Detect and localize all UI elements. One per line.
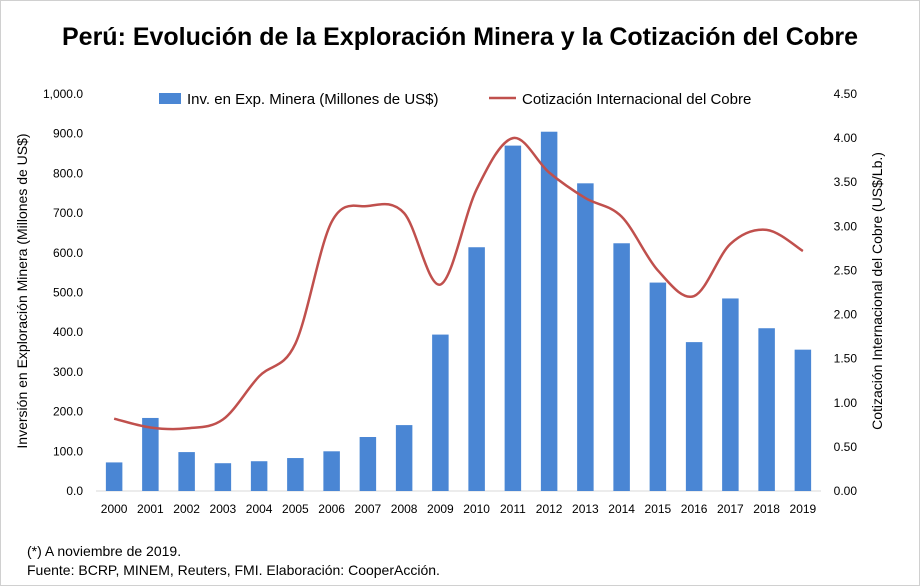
y-axis-title-left: Inversión en Exploración Minera (Millone… [14,133,30,448]
bar [504,145,522,492]
bar [794,349,812,491]
x-tick-label: 2006 [318,502,345,516]
bar [359,437,377,491]
y-tick-label-right: 1.50 [834,352,858,366]
y-tick-label-left: 100.0 [53,444,83,458]
source-note: Fuente: BCRP, MINEM, Reuters, FMI. Elabo… [27,562,440,578]
y-tick-label-left: 600.0 [53,246,83,260]
x-tick-label: 2010 [463,502,490,516]
bar [432,334,449,491]
bar [468,247,485,491]
copper-price-line [113,136,804,431]
legend-swatch-bars [159,93,181,104]
x-tick-label: 2007 [355,502,382,516]
x-tick-labels: 2000 2001 2002 2003 2004 2005 2006 2007 2008 2009… [101,502,817,516]
y-tick-label-right: 1.00 [834,396,858,410]
y-tick-label-right: 0.00 [834,484,858,498]
chart-title: Perú: Evolución de la Exploración Minera… [61,23,858,51]
y-tick-label-left: 200.0 [53,405,83,419]
x-tick-label: 2013 [572,502,599,516]
x-tick-label: 2000 [101,502,128,516]
footnote: (*) A noviembre de 2019. [27,543,182,559]
bar [649,282,667,491]
x-tick-label: 2018 [753,502,780,516]
y-tick-label-left: 300.0 [53,365,83,379]
y-tick-label-left: 800.0 [53,166,83,180]
bar [395,425,413,491]
y-tick-label-right: 3.50 [834,175,858,189]
x-tick-label: 2002 [173,502,200,516]
legend-label-bars: Inv. en Exp. Minera (Millones de US$) [187,91,439,108]
y-tick-label-right: 2.50 [834,263,858,277]
bar [178,452,195,491]
x-tick-label: 2017 [717,502,744,516]
x-tick-label: 2004 [246,502,273,516]
bar [287,458,304,491]
y-tick-label-left: 1,000.0 [43,87,83,101]
x-tick-label: 2003 [210,502,237,516]
bar [105,462,123,491]
x-tick-label: 2014 [608,502,635,516]
y-tick-label-left: 900.0 [53,127,83,141]
x-tick-label: 2015 [645,502,672,516]
bar [142,417,159,491]
y-tick-label-right: 2.00 [834,308,858,322]
legend: Inv. en Exp. Minera (Millones de US$) Co… [159,91,751,108]
y-tick-label-right: 0.50 [834,440,858,454]
bar [613,243,630,491]
bar-series [105,131,812,492]
x-tick-label: 2008 [391,502,418,516]
legend-label-line: Cotización Internacional del Cobre [522,91,751,108]
y-tick-label-left: 400.0 [53,325,83,339]
y-tick-label-left: 0.0 [66,484,83,498]
x-tick-label: 2012 [536,502,563,516]
x-tick-label: 2019 [790,502,817,516]
x-tick-label: 2011 [500,502,526,516]
bar [323,451,340,491]
x-tick-label: 2001 [137,502,164,516]
y-tick-label-right: 4.50 [834,87,858,101]
y-axis-title-right: Cotización Internacional del Cobre (US$/… [869,152,885,430]
bar [250,461,268,491]
line-series [113,136,804,431]
y-tick-label-right: 3.00 [834,219,858,233]
bar [577,183,594,491]
bar [722,298,739,491]
bar [685,342,703,491]
y-tick-label-left: 500.0 [53,286,83,300]
bar [758,328,775,491]
right-tick-labels: 0.00 0.50 1.00 1.50 2.00 2.50 3.00 3.50 4.00 4.50 [834,87,858,498]
bar [214,463,232,491]
y-tick-label-left: 700.0 [53,206,83,220]
x-tick-label: 2016 [681,502,708,516]
x-tick-label: 2009 [427,502,454,516]
bar [540,131,558,491]
x-tick-label: 2005 [282,502,309,516]
left-tick-labels: 0.0 100.0 200.0 300.0 400.0 500.0 600.0 700.0 80… [43,87,83,498]
y-tick-label-right: 4.00 [834,131,858,145]
